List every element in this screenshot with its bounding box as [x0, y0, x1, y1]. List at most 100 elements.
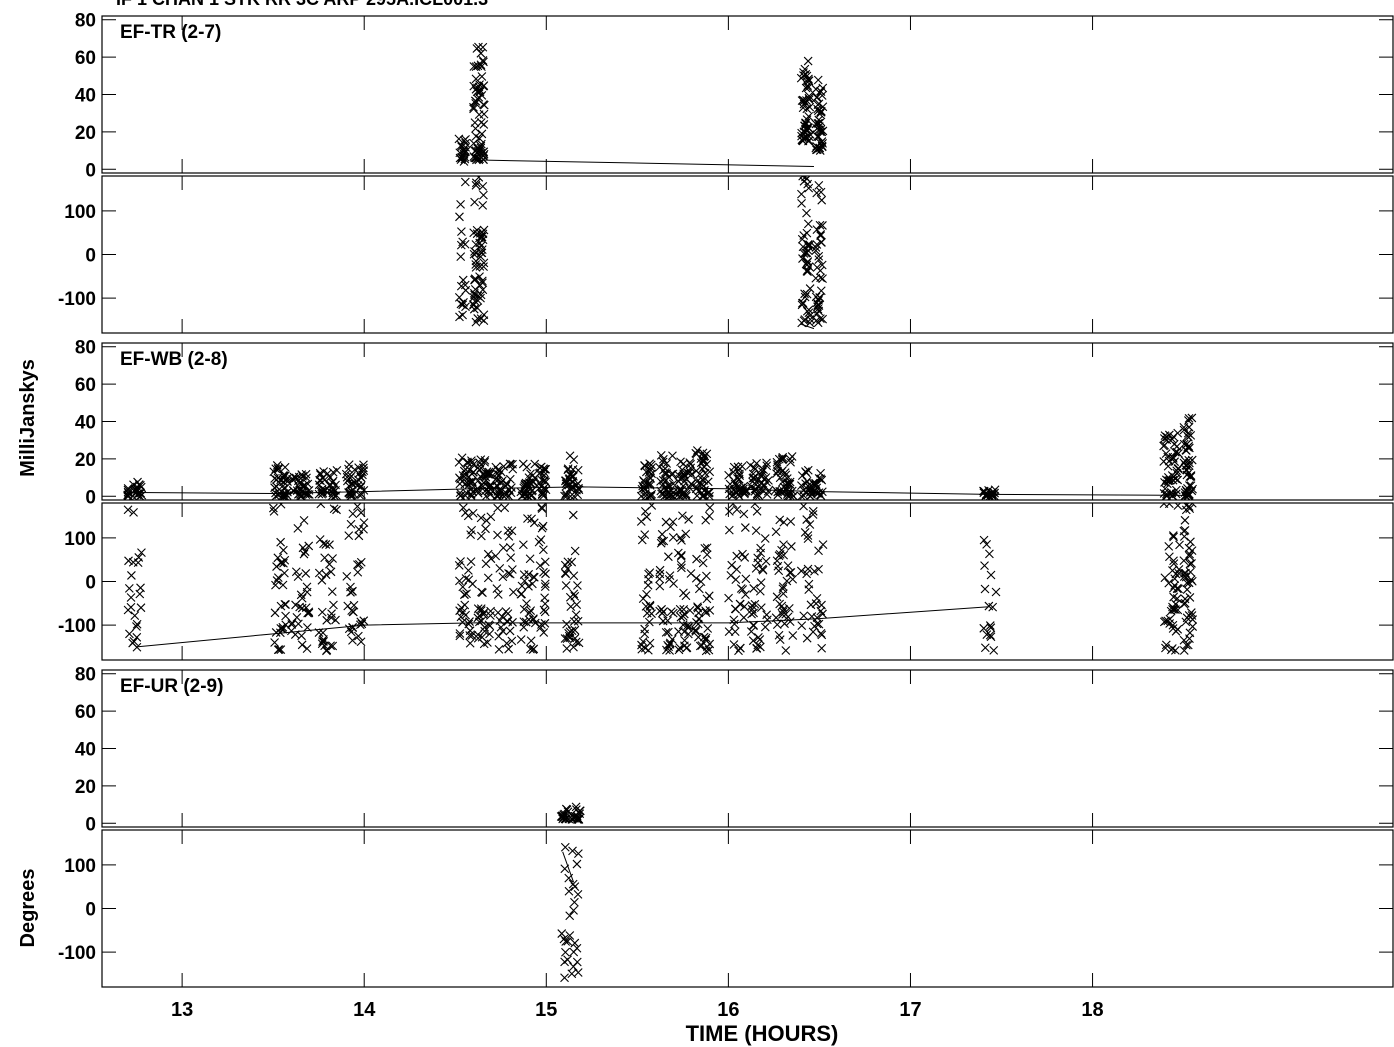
- phase-point: [472, 303, 482, 313]
- phase-point: [797, 189, 806, 199]
- amplitude-point: [691, 484, 701, 494]
- amplitude-point: [750, 486, 760, 496]
- phase-point: [775, 635, 785, 645]
- phase-point: [668, 532, 678, 542]
- phase-point: [803, 534, 813, 544]
- amplitude-point: [479, 120, 489, 129]
- phase-point: [799, 249, 809, 258]
- amp-tick-label: 80: [75, 665, 96, 686]
- phase-point: [1187, 546, 1197, 556]
- amplitude-point: [471, 124, 480, 133]
- amplitude-point: [476, 143, 486, 153]
- amplitude-point: [773, 487, 783, 497]
- amplitude-point: [536, 462, 546, 472]
- amplitude-point: [679, 470, 689, 480]
- amplitude-point: [272, 461, 282, 470]
- amp-tick-label: 20: [75, 777, 96, 798]
- phase-point: [661, 628, 671, 637]
- phase-point: [569, 962, 578, 971]
- amplitude-point: [812, 93, 822, 102]
- amplitude-point: [303, 479, 313, 489]
- phase-point: [502, 616, 512, 626]
- x-tick-label: 17: [899, 999, 921, 1021]
- phase-point: [681, 529, 691, 539]
- amplitude-point: [816, 138, 825, 148]
- amplitude-point: [805, 102, 815, 112]
- phase-point: [679, 609, 689, 619]
- phase-point: [668, 517, 678, 527]
- phase-point: [803, 564, 813, 574]
- phase-point: [505, 543, 515, 552]
- phase-point: [808, 506, 818, 516]
- phase-point: [292, 612, 302, 622]
- phase-point: [750, 503, 760, 509]
- phase-point: [495, 564, 505, 573]
- amplitude-point: [675, 491, 685, 500]
- amplitude-point: [460, 479, 470, 489]
- phase-point: [656, 538, 666, 548]
- phase-point: [473, 314, 483, 323]
- phase-point: [536, 535, 546, 545]
- phase-point: [731, 604, 741, 614]
- amplitude-point: [471, 98, 481, 108]
- phase-point: [811, 246, 821, 255]
- phase-point: [574, 638, 584, 648]
- phase-point: [458, 582, 468, 592]
- phase-point: [753, 558, 763, 568]
- phase-point: [464, 619, 474, 629]
- phase-point: [797, 621, 807, 631]
- phase-point: [455, 629, 465, 638]
- amplitude-point: [1169, 439, 1179, 449]
- phase-point: [818, 540, 828, 550]
- phase-point: [465, 631, 475, 640]
- phase-point: [478, 588, 487, 598]
- amplitude-point: [814, 118, 824, 128]
- amplitude-point: [643, 480, 653, 489]
- phase-point: [318, 628, 328, 638]
- phase-point: [989, 646, 999, 655]
- phase-point: [299, 549, 309, 559]
- phase-point: [477, 232, 487, 242]
- amplitude-point: [471, 74, 481, 84]
- phase-point: [518, 540, 528, 550]
- amplitude-point: [468, 460, 478, 470]
- amp-tick-label: 60: [75, 48, 96, 69]
- phase-point: [465, 617, 474, 626]
- phase-point: [478, 285, 488, 295]
- phase-point: [318, 637, 327, 646]
- phase-point: [696, 577, 706, 587]
- phase-point: [1169, 532, 1178, 542]
- phase-point: [287, 618, 297, 628]
- amplitude-point: [638, 481, 648, 491]
- phase-point: [818, 314, 828, 324]
- phase-point: [568, 510, 578, 520]
- amp-tick-label: 60: [75, 375, 96, 396]
- phase-point: [729, 640, 739, 649]
- phase-point: [537, 504, 547, 513]
- phase-point: [520, 576, 529, 586]
- phase-point: [980, 643, 990, 653]
- amplitude-point: [359, 466, 369, 475]
- phase-point: [317, 639, 327, 649]
- amplitude-point: [656, 451, 666, 460]
- phase-point: [1187, 559, 1196, 568]
- phase-point: [130, 611, 140, 620]
- amplitude-point: [269, 467, 279, 477]
- phase-point: [747, 601, 757, 610]
- amplitude-point: [304, 490, 314, 499]
- phase-point: [786, 542, 796, 551]
- phase-point: [677, 563, 686, 573]
- phase-model-line: [562, 851, 575, 883]
- phase-point: [476, 293, 485, 303]
- phase-point: [329, 504, 339, 514]
- phase-point: [816, 606, 826, 616]
- phase-point: [278, 622, 288, 632]
- amplitude-point: [279, 474, 288, 483]
- amplitude-point: [660, 464, 670, 474]
- phase-point: [132, 632, 142, 642]
- phase-point: [526, 644, 535, 654]
- phase-point: [481, 524, 490, 534]
- phase-point: [470, 274, 480, 284]
- phase-point: [805, 318, 815, 328]
- amplitude-point: [647, 469, 656, 479]
